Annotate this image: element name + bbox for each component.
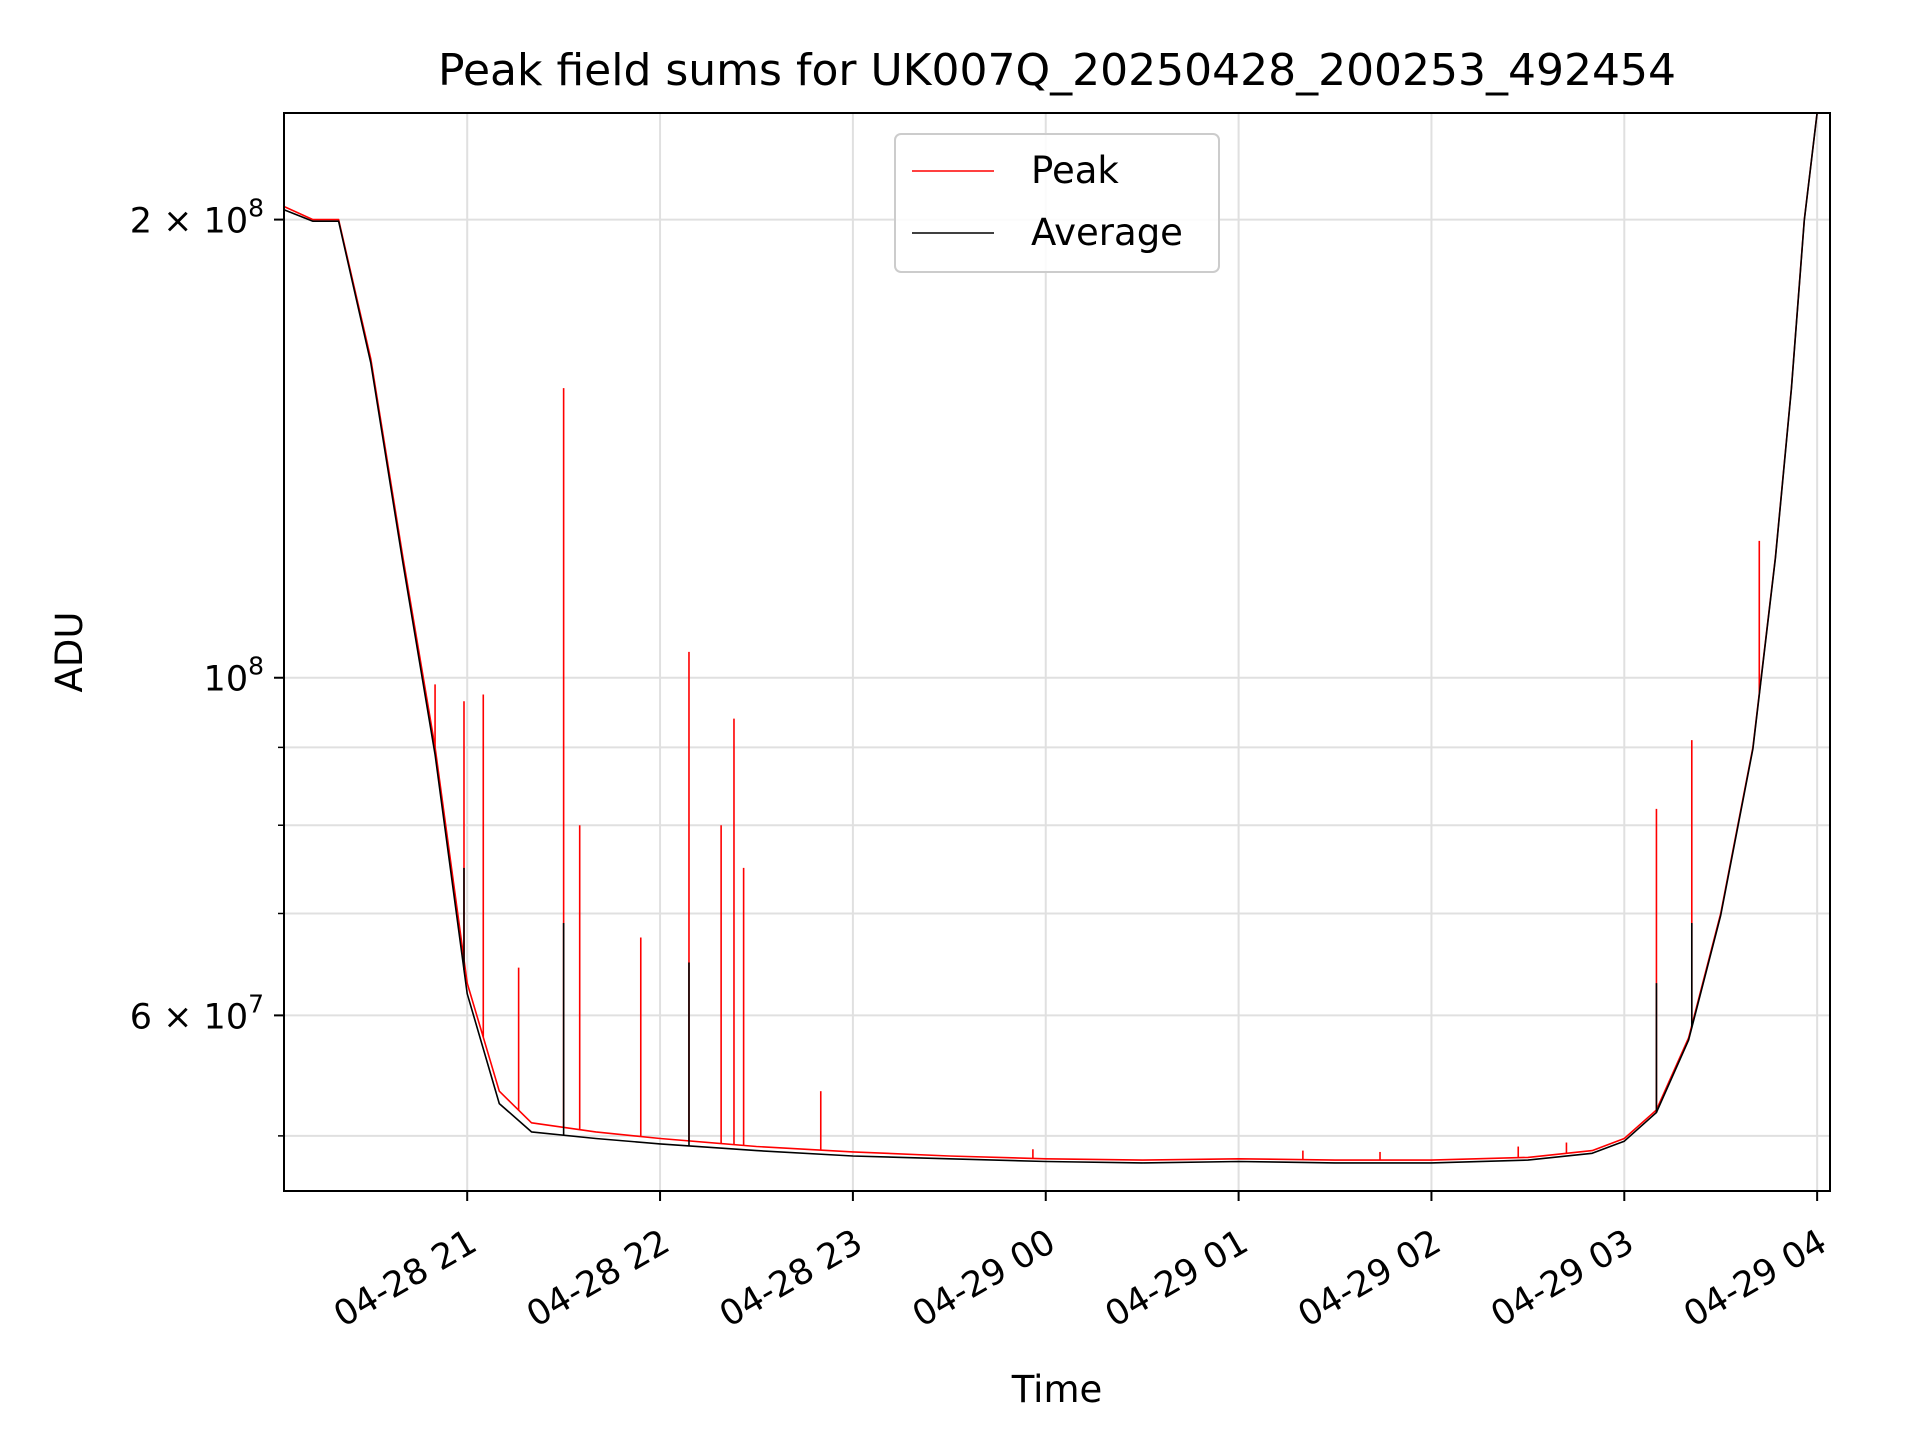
plot-area [284,113,1818,1164]
grid [284,113,1830,1191]
legend-label-peak: Peak [1031,149,1119,192]
y-tick-label: 6 × 107 [130,989,264,1037]
y-tick-label: 2 × 108 [130,194,264,242]
chart-title: Peak field sums for UK007Q_20250428_2002… [438,45,1676,96]
y-tick-label: 108 [204,652,264,700]
y-axis-label: ADU [48,612,91,693]
x-axis-label: Time [1011,1368,1103,1411]
legend: Peak Average [894,133,1220,273]
legend-box [894,133,1220,273]
axes-frame [283,112,1831,1192]
series-line-average [284,113,1818,1164]
legend-label-average: Average [1031,211,1183,254]
